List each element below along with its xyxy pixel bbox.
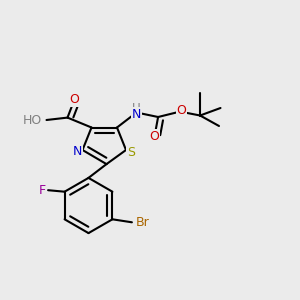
- Text: O: O: [150, 130, 159, 143]
- Text: S: S: [128, 146, 135, 159]
- Text: O: O: [177, 104, 186, 118]
- Text: HO: HO: [23, 113, 42, 127]
- Text: N: N: [132, 108, 141, 122]
- Text: H: H: [132, 102, 141, 116]
- Text: N: N: [72, 145, 82, 158]
- Text: F: F: [39, 184, 46, 197]
- Text: Br: Br: [136, 216, 149, 229]
- Text: O: O: [70, 93, 79, 106]
